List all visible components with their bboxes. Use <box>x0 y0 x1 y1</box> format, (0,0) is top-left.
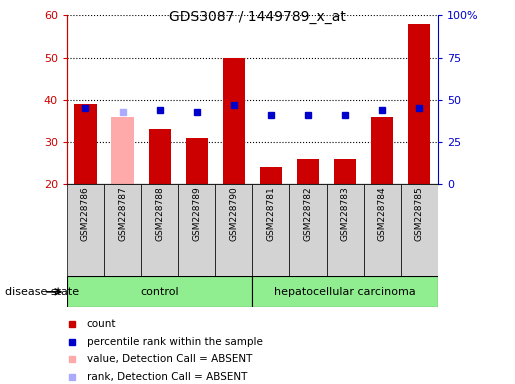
Text: value, Detection Call = ABSENT: value, Detection Call = ABSENT <box>87 354 252 364</box>
Bar <box>297 159 319 184</box>
Bar <box>215 184 252 276</box>
Text: GSM228785: GSM228785 <box>415 186 424 241</box>
Bar <box>364 184 401 276</box>
Bar <box>334 159 356 184</box>
Bar <box>260 167 282 184</box>
Bar <box>74 104 97 184</box>
Text: GSM228781: GSM228781 <box>266 186 276 241</box>
Bar <box>178 184 215 276</box>
Bar <box>252 184 289 276</box>
Text: control: control <box>141 287 179 297</box>
FancyBboxPatch shape <box>252 276 438 307</box>
Bar <box>289 184 327 276</box>
Bar <box>408 24 431 184</box>
Bar <box>67 184 104 276</box>
Bar <box>327 184 364 276</box>
Bar <box>222 58 245 184</box>
Text: rank, Detection Call = ABSENT: rank, Detection Call = ABSENT <box>87 372 247 382</box>
Text: GSM228787: GSM228787 <box>118 186 127 241</box>
Text: GSM228783: GSM228783 <box>340 186 350 241</box>
Text: GSM228784: GSM228784 <box>377 186 387 241</box>
Text: GSM228790: GSM228790 <box>229 186 238 241</box>
Text: GSM228782: GSM228782 <box>303 186 313 241</box>
Text: GSM228789: GSM228789 <box>192 186 201 241</box>
Bar <box>148 129 171 184</box>
Text: hepatocellular carcinoma: hepatocellular carcinoma <box>274 287 416 297</box>
Text: count: count <box>87 319 116 329</box>
Bar <box>141 184 178 276</box>
Text: GSM228786: GSM228786 <box>81 186 90 241</box>
FancyBboxPatch shape <box>67 276 252 307</box>
Bar <box>111 117 134 184</box>
Text: percentile rank within the sample: percentile rank within the sample <box>87 337 263 347</box>
Bar <box>401 184 438 276</box>
Bar <box>185 138 208 184</box>
Bar <box>104 184 141 276</box>
Text: GSM228788: GSM228788 <box>155 186 164 241</box>
Text: GDS3087 / 1449789_x_at: GDS3087 / 1449789_x_at <box>169 10 346 23</box>
Text: disease state: disease state <box>5 287 79 297</box>
Bar <box>371 117 393 184</box>
